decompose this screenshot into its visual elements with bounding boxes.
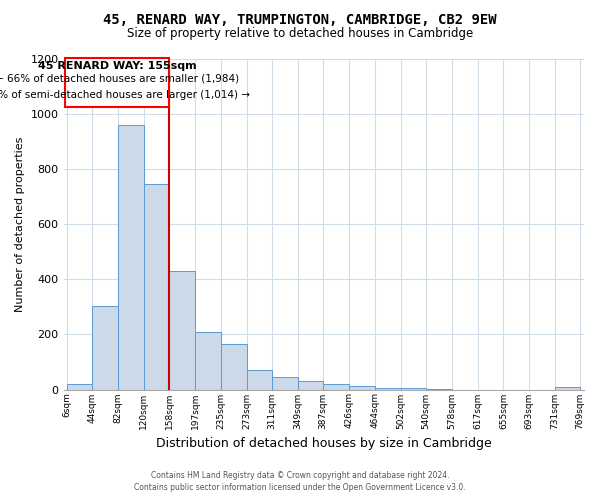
Bar — [349, 386, 375, 390]
Text: ← 66% of detached houses are smaller (1,984): ← 66% of detached houses are smaller (1,… — [0, 74, 239, 84]
Bar — [196, 332, 221, 390]
Text: 45 RENARD WAY: 155sqm: 45 RENARD WAY: 155sqm — [38, 61, 196, 71]
Bar — [554, 388, 580, 390]
Bar — [247, 370, 272, 390]
Bar — [272, 376, 298, 390]
Bar — [401, 388, 426, 390]
Bar — [298, 380, 323, 390]
Bar — [426, 389, 452, 390]
Y-axis label: Number of detached properties: Number of detached properties — [15, 136, 25, 312]
FancyBboxPatch shape — [65, 58, 169, 107]
Bar — [92, 306, 118, 390]
Bar — [323, 384, 349, 390]
Bar — [118, 125, 143, 390]
Bar — [169, 271, 196, 390]
Bar — [375, 388, 401, 390]
Text: Size of property relative to detached houses in Cambridge: Size of property relative to detached ho… — [127, 28, 473, 40]
Bar — [67, 384, 92, 390]
Text: 34% of semi-detached houses are larger (1,014) →: 34% of semi-detached houses are larger (… — [0, 90, 250, 100]
Bar — [221, 344, 247, 390]
X-axis label: Distribution of detached houses by size in Cambridge: Distribution of detached houses by size … — [155, 437, 491, 450]
Text: Contains HM Land Registry data © Crown copyright and database right 2024.
Contai: Contains HM Land Registry data © Crown c… — [134, 471, 466, 492]
Bar — [143, 184, 169, 390]
Text: 45, RENARD WAY, TRUMPINGTON, CAMBRIDGE, CB2 9EW: 45, RENARD WAY, TRUMPINGTON, CAMBRIDGE, … — [103, 12, 497, 26]
